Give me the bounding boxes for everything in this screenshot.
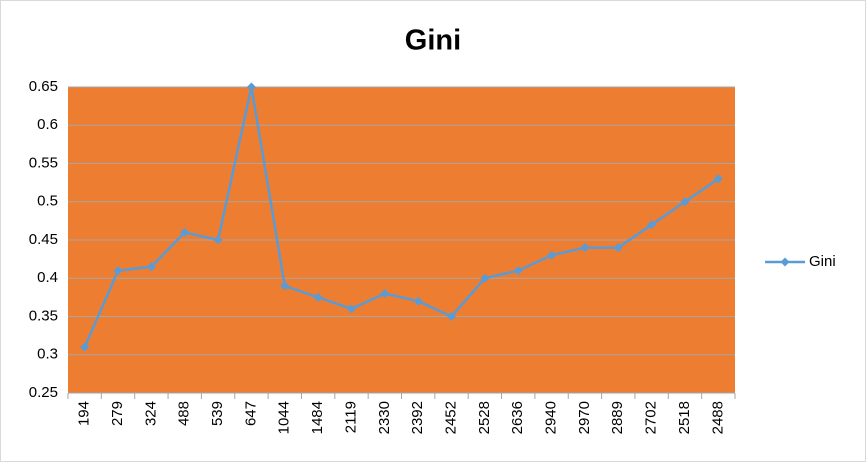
x-tick-label: 2970: [576, 401, 593, 434]
x-tick-label: 2702: [643, 401, 660, 434]
x-tick-label: 539: [209, 401, 226, 426]
x-tick-label: 1484: [309, 401, 326, 434]
y-tick-label: 0.65: [29, 78, 58, 95]
x-tick-label: 194: [76, 401, 93, 426]
chart-title: Gini: [405, 25, 461, 57]
legend-label: Gini: [809, 253, 836, 270]
x-tick-label: 2636: [509, 401, 526, 434]
x-tick-label: 2452: [442, 401, 459, 434]
data-point: [613, 243, 623, 253]
x-tick-label: 324: [142, 401, 159, 426]
data-point: [380, 289, 390, 299]
y-tick-label: 0.4: [37, 269, 58, 286]
x-tick-label: 2392: [409, 401, 426, 434]
x-tick-label: 1044: [276, 401, 293, 434]
x-tick-label: 2488: [709, 401, 726, 434]
data-point: [180, 227, 190, 237]
x-tick-label: 2330: [376, 401, 393, 434]
data-point: [113, 266, 123, 276]
data-point: [146, 262, 156, 272]
data-point: [580, 243, 590, 253]
data-point: [280, 281, 290, 291]
data-point: [246, 82, 256, 92]
x-tick-label: 2518: [676, 401, 693, 434]
y-tick-label: 0.45: [29, 231, 58, 248]
y-tick-label: 0.6: [37, 116, 58, 133]
data-point: [413, 296, 423, 306]
data-point: [346, 304, 356, 314]
data-point: [80, 342, 90, 352]
data-point: [213, 235, 223, 245]
x-tick-label: 2889: [609, 401, 626, 434]
x-tick-label: 2119: [342, 401, 359, 433]
y-tick-label: 0.55: [29, 154, 58, 171]
y-tick-label: 0.25: [29, 384, 58, 401]
x-tick-label: 279: [109, 401, 126, 426]
x-tick-label: 488: [176, 401, 193, 426]
data-point: [647, 220, 657, 230]
data-line: [83, 86, 720, 348]
data-point: [680, 197, 690, 207]
legend-marker: [780, 257, 790, 267]
y-tick-label: 0.35: [29, 307, 58, 324]
data-point: [447, 312, 457, 321]
y-tick-label: 0.5: [37, 193, 58, 210]
x-tick-label: 2528: [476, 401, 493, 434]
data-point: [480, 273, 490, 283]
x-tick-label: 2940: [543, 401, 560, 434]
x-tick-label: 647: [242, 401, 259, 426]
y-tick-label: 0.3: [37, 346, 58, 363]
data-point: [513, 266, 523, 276]
data-point: [547, 250, 557, 260]
data-point: [713, 174, 723, 184]
data-point: [313, 292, 323, 302]
